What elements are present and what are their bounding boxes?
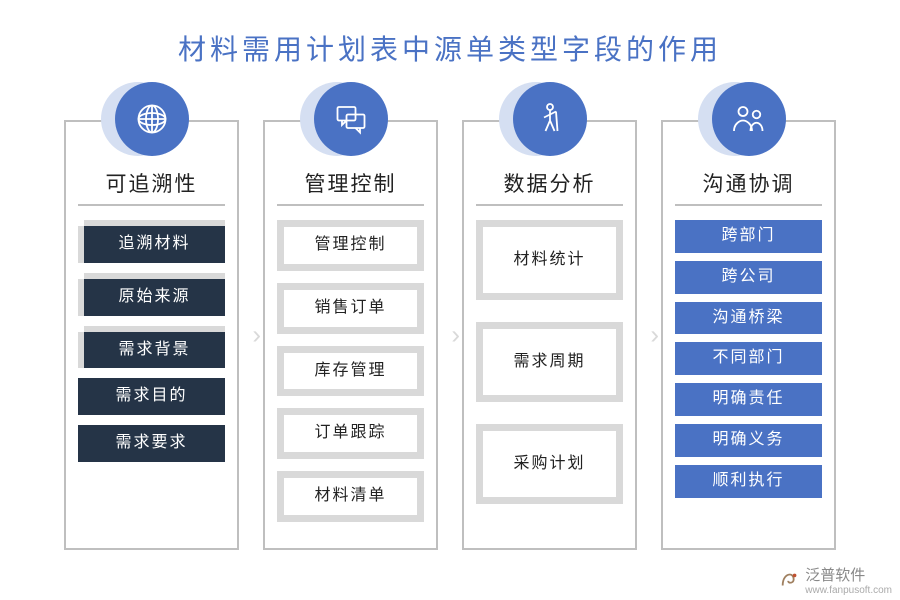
list-item: 库存管理: [277, 346, 424, 397]
page-title: 材料需用计划表中源单类型字段的作用: [0, 0, 900, 80]
list-item: 沟通桥梁: [675, 302, 822, 335]
item-list: 追溯材料 原始来源 需求背景 需求目的 需求要求: [78, 220, 225, 462]
card-header: 沟通协调: [675, 168, 822, 206]
column-analysis: 数据分析 材料统计 需求周期 采购计划 ›: [462, 120, 637, 550]
watermark-name: 泛普软件: [805, 567, 865, 584]
watermark: 泛普软件 www.fanpusoft.com: [779, 564, 892, 596]
list-item: 明确义务: [675, 424, 822, 457]
people-icon: [712, 82, 786, 156]
list-item: 需求周期: [476, 322, 623, 402]
list-item: 管理控制: [277, 220, 424, 271]
list-item: 顺利执行: [675, 465, 822, 498]
chevron-right-icon: ›: [650, 320, 659, 351]
item-list: 跨部门 跨公司 沟通桥梁 不同部门 明确责任 明确义务 顺利执行: [675, 220, 822, 498]
globe-icon: [115, 82, 189, 156]
list-item: 追溯材料: [84, 226, 225, 263]
columns-container: 可追溯性 追溯材料 原始来源 需求背景 需求目的 需求要求 › 管理控制 管理控…: [0, 80, 900, 550]
column-traceability: 可追溯性 追溯材料 原始来源 需求背景 需求目的 需求要求 ›: [64, 120, 239, 550]
card-traceability: 可追溯性 追溯材料 原始来源 需求背景 需求目的 需求要求: [64, 120, 239, 550]
logo-icon: [779, 569, 801, 591]
watermark-url: www.fanpusoft.com: [805, 585, 892, 596]
chat-icon: [314, 82, 388, 156]
card-communication: 沟通协调 跨部门 跨公司 沟通桥梁 不同部门 明确责任 明确义务 顺利执行: [661, 120, 836, 550]
list-item: 需求要求: [78, 425, 225, 462]
item-list: 材料统计 需求周期 采购计划: [476, 220, 623, 504]
card-management: 管理控制 管理控制 销售订单 库存管理 订单跟踪 材料清单: [263, 120, 438, 550]
column-communication: 沟通协调 跨部门 跨公司 沟通桥梁 不同部门 明确责任 明确义务 顺利执行: [661, 120, 836, 550]
list-item: 销售订单: [277, 283, 424, 334]
list-item: 跨部门: [675, 220, 822, 253]
list-item: 跨公司: [675, 261, 822, 294]
card-header: 管理控制: [277, 168, 424, 206]
card-analysis: 数据分析 材料统计 需求周期 采购计划: [462, 120, 637, 550]
list-item: 采购计划: [476, 424, 623, 504]
list-item: 材料清单: [277, 471, 424, 522]
walker-icon: [513, 82, 587, 156]
list-item: 原始来源: [84, 279, 225, 316]
chevron-right-icon: ›: [451, 320, 460, 351]
item-list: 管理控制 销售订单 库存管理 订单跟踪 材料清单: [277, 220, 424, 522]
list-item: 需求目的: [78, 378, 225, 415]
chevron-right-icon: ›: [252, 320, 261, 351]
card-header: 数据分析: [476, 168, 623, 206]
column-management: 管理控制 管理控制 销售订单 库存管理 订单跟踪 材料清单 ›: [263, 120, 438, 550]
list-item: 材料统计: [476, 220, 623, 300]
list-item: 需求背景: [84, 332, 225, 369]
card-header: 可追溯性: [78, 168, 225, 206]
list-item: 明确责任: [675, 383, 822, 416]
list-item: 不同部门: [675, 342, 822, 375]
list-item: 订单跟踪: [277, 408, 424, 459]
